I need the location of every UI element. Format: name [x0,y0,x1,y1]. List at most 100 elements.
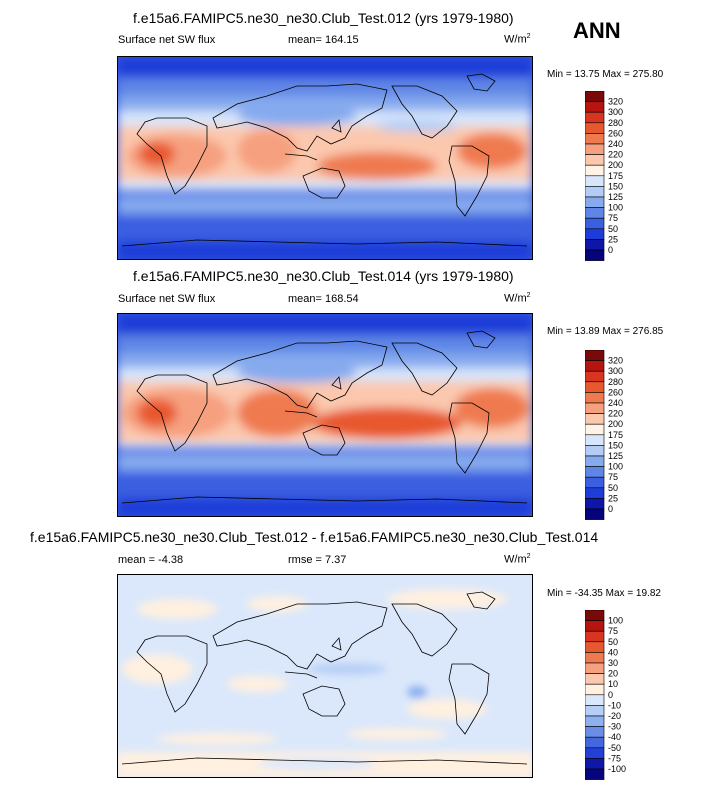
colorbar-tick-label: 260 [608,387,623,397]
colorbar-swatch [585,164,605,177]
colorbar-tick-label: 320 [608,97,623,107]
colorbar-tick-label: 125 [608,192,623,202]
colorbar-tick-label: 320 [608,356,623,366]
colorbar-swatch [585,228,605,240]
colorbar-tick-label: 40 [608,647,618,657]
colorbar-swatch [585,630,605,643]
colorbar-tick-label: -50 [608,743,621,753]
colorbar-swatch [585,445,605,457]
colorbar-tick-label: -10 [608,700,621,710]
colorbar-swatch [585,350,605,361]
colorbar-tick-label: 260 [608,128,623,138]
colorbar-swatch [585,610,605,621]
colorbar-swatch [585,683,605,696]
colorbar-tick-label: -100 [608,764,626,774]
colorbar-tick-label: 25 [608,234,618,244]
season-label: ANN [573,18,621,43]
colorbar-swatch [585,381,605,393]
colorbar-tick-label: 0 [608,245,613,255]
colorbar-tick-label: 100 [608,203,623,213]
colorbar-tick-label: 280 [608,118,623,128]
panel-1-title: f.e15a6.FAMIPC5.ne30_ne30.Club_Test.012 … [133,10,514,26]
colorbar-tick-label: 220 [608,409,623,419]
colorbar-swatch [585,249,605,261]
colorbar-tick-label: 175 [608,430,623,440]
colorbar-swatch [585,207,605,219]
colorbar-swatch [585,413,605,425]
panel-2-map [117,313,533,517]
colorbar-tick-label: 75 [608,213,618,223]
colorbar-swatch [585,434,605,446]
panel-2-minmax: Min = 13.89 Max = 276.85 [547,326,664,337]
colorbar-swatch [585,620,605,632]
panel-1-minmax: Min = 13.75 Max = 275.80 [547,69,664,80]
colorbar-swatch [585,758,605,770]
colorbar-swatch [585,466,605,478]
colorbar-swatch [585,455,605,467]
colorbar-swatch [585,705,605,717]
colorbar-swatch [585,508,605,520]
colorbar-swatch [585,652,605,664]
colorbar-swatch [585,487,605,499]
panel-2-units: W/m2 [504,292,531,305]
panel-1-map [117,56,533,260]
colorbar-tick-label: 20 [608,669,618,679]
panel-3-title: f.e15a6.FAMIPC5.ne30_ne30.Club_Test.012 … [30,529,599,545]
colorbar-tick-label: 240 [608,398,623,408]
colorbar-tick-label: -40 [608,732,621,742]
colorbar-swatch [585,641,605,653]
colorbar-swatch [585,747,605,759]
colorbar-tick-label: 300 [608,107,623,117]
colorbar-swatch [585,673,605,685]
colorbar-swatch [585,498,605,510]
colorbar-tick-label: 100 [608,616,623,626]
colorbar-tick-label: 175 [608,171,623,181]
colorbar-swatch [585,726,605,738]
colorbar-tick-label: 200 [608,419,623,429]
panel-1-left-label: Surface net SW flux [118,34,216,46]
colorbar-swatch [585,217,605,230]
panel-3-units: W/m2 [504,553,531,566]
colorbar-tick-label: 125 [608,451,623,461]
colorbar-swatch [585,370,605,383]
colorbar-tick-label: 280 [608,377,623,387]
panel-1-units: W/m2 [504,33,531,46]
colorbar-swatch [585,239,605,251]
colorbar-tick-label: 150 [608,440,623,450]
colorbar-tick-label: 0 [608,690,613,700]
colorbar-swatch [585,111,605,124]
colorbar-swatch [585,91,605,102]
colorbar-tick-label: 300 [608,366,623,376]
colorbar-tick-label: 75 [608,472,618,482]
colorbar-swatch [585,402,605,414]
colorbar-swatch [585,122,605,134]
panel-2-mean-label: mean= 168.54 [288,293,359,305]
panel-3-mean-label: mean = -4.38 [118,554,184,566]
colorbar-tick-label: 50 [608,637,618,647]
panel-3-minmax: Min = -34.35 Max = 19.82 [547,588,661,599]
colorbar-tick-label: 30 [608,658,618,668]
colorbar-swatch [585,768,605,780]
colorbar-tick-label: -30 [608,722,621,732]
colorbar-swatch [585,133,605,145]
colorbar-tick-label: 240 [608,139,623,149]
panel-2-left-label: Surface net SW flux [118,293,216,305]
colorbar-tick-label: -20 [608,711,621,721]
colorbar-tick-label: 150 [608,181,623,191]
colorbar-tick-label: 10 [608,679,618,689]
colorbar-swatch [585,423,605,436]
colorbar-swatch [585,143,605,155]
colorbar-swatch [585,662,605,674]
colorbar-swatch [585,101,605,113]
colorbar-tick-label: 220 [608,150,623,160]
colorbar-tick-label: 25 [608,493,618,503]
panel-3-map [117,574,533,778]
colorbar-swatch [585,736,605,749]
colorbar-swatch [585,392,605,404]
colorbar-tick-label: 200 [608,160,623,170]
colorbar-swatch [585,196,605,208]
colorbar-swatch [585,154,605,166]
colorbar-tick-label: 0 [608,504,613,514]
